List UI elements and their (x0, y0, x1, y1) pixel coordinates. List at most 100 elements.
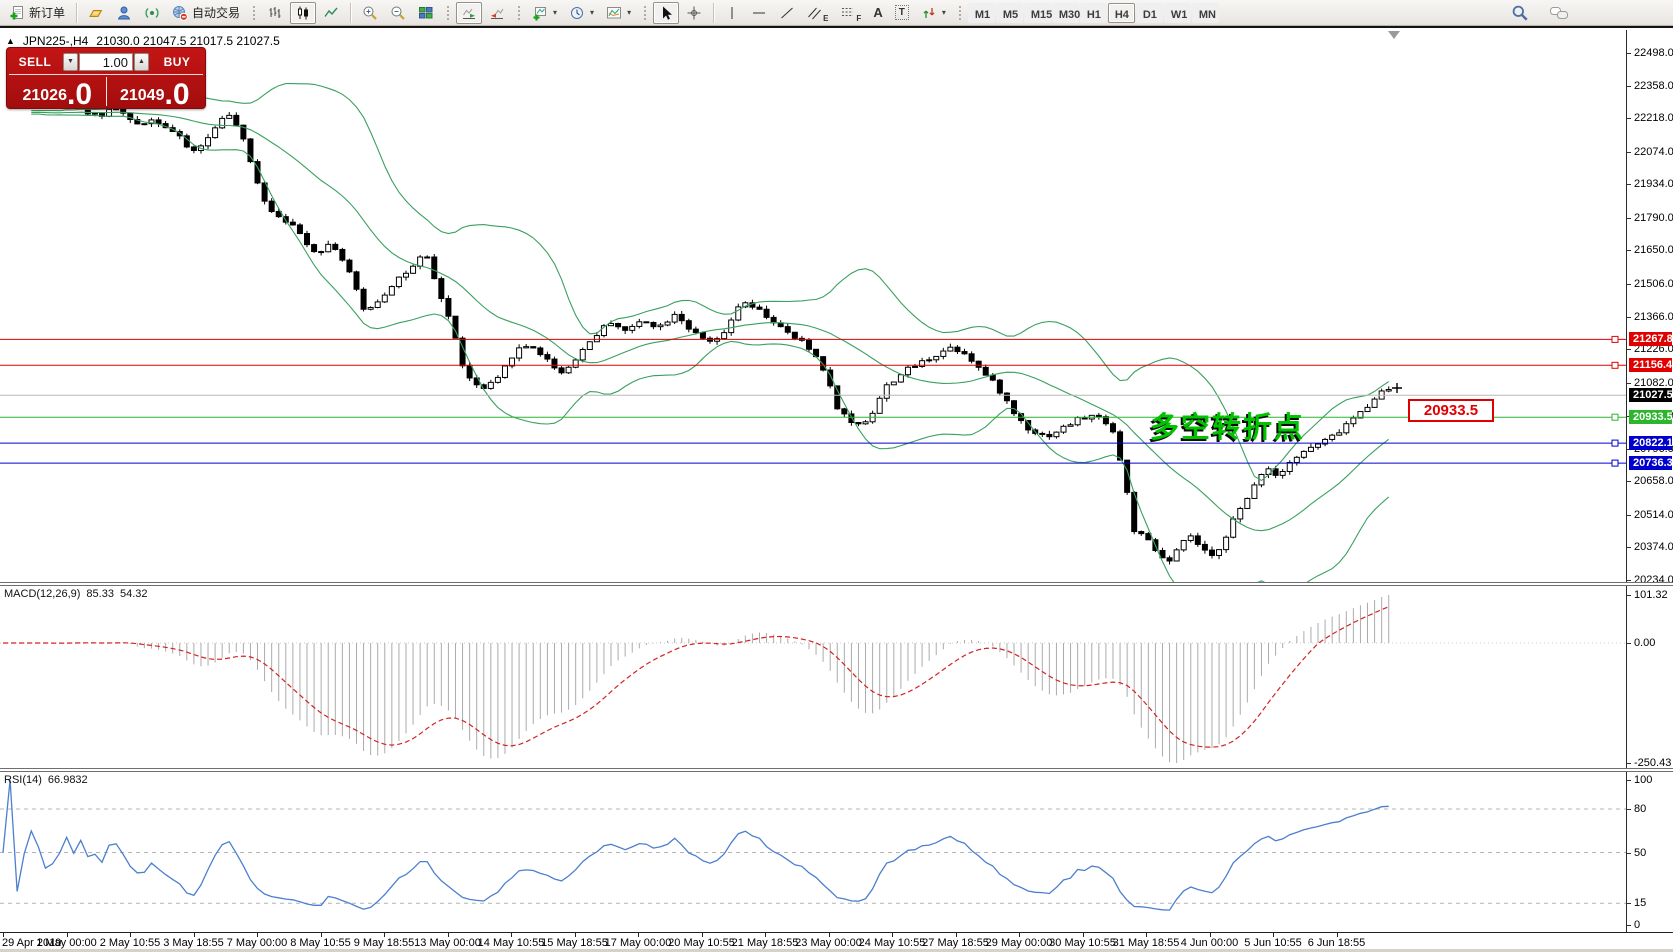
equidistant-channel-button[interactable]: E (802, 2, 833, 24)
symbols-button[interactable] (83, 2, 109, 24)
timeframe-MN[interactable]: MN (1191, 2, 1219, 23)
timeframe-W1[interactable]: W1 (1163, 2, 1191, 23)
bear-candle (622, 326, 629, 331)
price-axis-tick-label: 21934.0 (1634, 178, 1673, 191)
panel-separator[interactable] (0, 768, 1673, 772)
volume-decrease-button[interactable]: ▼ (63, 53, 78, 71)
time-axis-label: 23 May 00:00 (795, 937, 862, 949)
bull-candle (219, 117, 226, 129)
bear-candle (650, 321, 657, 328)
time-axis-label: 14 May 10:55 (477, 937, 545, 949)
volume-input[interactable] (79, 53, 133, 71)
bear-candle (424, 256, 431, 259)
sell-button[interactable]: SELL (9, 50, 61, 74)
autotrading-button[interactable]: 自动交易 (167, 2, 245, 24)
candlestick-plot[interactable] (0, 30, 1626, 582)
price-axis-tick-label: 21082.0 (1634, 376, 1673, 389)
candlestick-chart-button[interactable] (290, 1, 317, 24)
sell-price-button[interactable]: 21026.0 (9, 75, 106, 110)
vertical-line-icon (731, 6, 733, 19)
bar-chart-button[interactable] (262, 2, 288, 24)
cursor-button[interactable] (653, 1, 680, 24)
price-axis-tick-mark (1627, 283, 1631, 285)
horizontal-line-button[interactable] (746, 2, 772, 24)
toolbar-separator (713, 2, 715, 23)
timeframe-M1[interactable]: M1 (967, 2, 995, 23)
rsi-axis-tick-label: 15 (1634, 897, 1647, 910)
timeframe-M5[interactable]: M5 (995, 2, 1023, 23)
trendline-button[interactable] (774, 2, 800, 24)
new-order-button[interactable]: 新订单 (4, 2, 70, 24)
bull-candle (1251, 484, 1258, 499)
bear-candle (1039, 432, 1046, 435)
tile-windows-button[interactable] (413, 2, 439, 24)
new-chart-icon (533, 6, 547, 20)
bear-candle (643, 321, 650, 324)
signals-button[interactable] (139, 2, 165, 24)
macd-signal-value: 54.32 (119, 588, 148, 600)
line-chart-button[interactable] (318, 2, 344, 24)
crosshair-button[interactable] (681, 2, 707, 24)
timeframe-M15[interactable]: M15 (1023, 2, 1052, 23)
timeframe-H4[interactable]: H4 (1107, 2, 1135, 23)
text-label-button[interactable]: T (890, 2, 914, 24)
indicators-dropdown[interactable]: ▾ (601, 2, 636, 24)
periods-dropdown[interactable]: ▾ (564, 2, 599, 24)
bull-candle (325, 243, 332, 253)
zoom-in-button[interactable] (357, 2, 383, 24)
timeframe-M30[interactable]: M30 (1051, 2, 1080, 23)
buy-price-button[interactable]: 21049.0 (107, 75, 204, 110)
bear-candle (176, 131, 183, 137)
price-chart-area[interactable]: ▲ JPN225-,H4 21030.0 21047.5 21017.5 210… (0, 30, 1626, 582)
channel-sub-label: E (823, 13, 829, 23)
community-button[interactable] (111, 2, 137, 24)
fibonacci-sub-label: F (856, 13, 862, 23)
new-chart-dropdown[interactable]: ▾ (527, 2, 562, 24)
timeframe-D1[interactable]: D1 (1135, 2, 1163, 23)
arrows-dropdown[interactable]: ▾ (916, 2, 951, 24)
panel-separator[interactable] (0, 582, 1673, 586)
bull-candle (1315, 443, 1322, 448)
timeframe-H1[interactable]: H1 (1079, 2, 1107, 23)
bull-candle (1244, 497, 1251, 509)
bear-candle (791, 331, 798, 339)
search-button[interactable] (1506, 2, 1534, 24)
fibonacci-button[interactable]: F (835, 2, 866, 24)
rsi-panel[interactable]: RSI(14) 66.9832 (0, 772, 1626, 932)
price-axis-badge: 21156.4 (1629, 358, 1672, 373)
chart-shift-button[interactable] (484, 2, 510, 24)
price-axis-tick-label: 22498.0 (1634, 47, 1673, 59)
text-button[interactable]: A (868, 2, 887, 24)
price-scale[interactable]: 22498.0 22358.0 22218.0 22074.0 21934.0 21790… (1626, 30, 1673, 932)
toolbar-separator (76, 2, 78, 23)
level-line-handle (1611, 335, 1619, 343)
price-axis-tick-mark (1627, 184, 1631, 186)
label-tool-icon: T (894, 5, 909, 20)
time-axis-tick-mark (828, 933, 830, 937)
macd-panel[interactable]: MACD(12,26,9) 85.33 54.32 (0, 586, 1626, 768)
main-toolbar: 新订单 自动交易 (0, 0, 1673, 26)
zoom-out-button[interactable] (385, 2, 411, 24)
bear-candle (756, 306, 763, 310)
time-axis[interactable]: 29 Apr 2019 1 May 00:00 2 May 10:55 3 May 1… (0, 932, 1673, 952)
bear-candle (155, 119, 162, 125)
collapse-panel-arrow[interactable]: ▲ (6, 36, 15, 46)
bull-candle (1343, 423, 1350, 434)
bull-candle (205, 137, 212, 147)
macd-axis-tick-mark (1627, 643, 1631, 644)
bull-candle (664, 321, 671, 326)
bull-candle (1286, 462, 1293, 473)
vertical-line-button[interactable] (720, 2, 744, 24)
chat-button[interactable] (1544, 2, 1574, 24)
volume-increase-button[interactable]: ▲ (134, 53, 149, 71)
bear-candle (275, 211, 282, 218)
fibonacci-icon (842, 7, 854, 16)
bull-candle (516, 347, 523, 359)
macd-name: MACD(12,26,9) (4, 588, 81, 600)
autoscroll-button[interactable] (456, 1, 483, 24)
time-axis-label: 20 May 10:55 (668, 937, 735, 949)
bear-candle (1166, 557, 1173, 562)
dropdown-caret-icon: ▾ (590, 8, 595, 17)
buy-button[interactable]: BUY (151, 50, 203, 74)
pivot-annotation: 多空转折点 (1150, 412, 1306, 444)
